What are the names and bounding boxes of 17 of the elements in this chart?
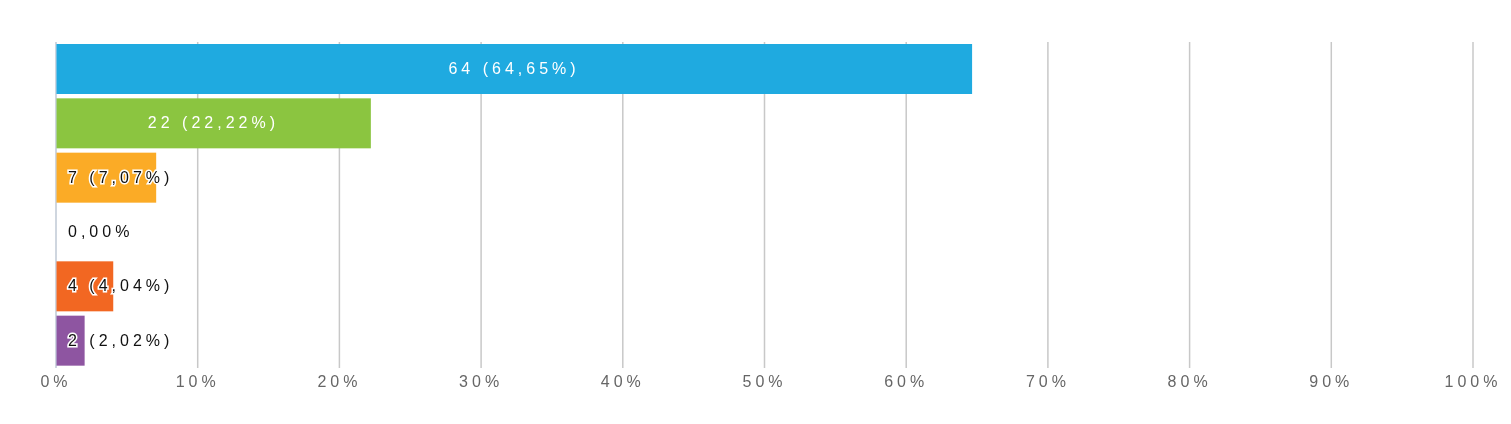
bar	[56, 44, 973, 94]
x-tick-label: 70%	[1025, 373, 1070, 391]
x-tick-label: 30%	[459, 373, 504, 391]
x-tick-label: 60%	[884, 373, 929, 391]
data-label: 64 (64,65%)	[448, 60, 580, 77]
bar	[56, 98, 371, 149]
x-tick-label: 50%	[742, 373, 787, 391]
x-tick-label: 90%	[1309, 373, 1354, 391]
x-tick-label: 0%	[40, 373, 72, 391]
x-tick-label: 80%	[1167, 373, 1212, 391]
x-tick-label: 20%	[317, 373, 362, 391]
data-label: 22 (22,22%)	[147, 114, 280, 132]
x-tick-label: 10%	[175, 373, 220, 391]
x-tick-label: 100%	[1444, 373, 1502, 391]
data-label: 2 (2,02%)	[68, 331, 174, 349]
data-label: 0,00%	[68, 223, 134, 240]
x-tick-label: 40%	[600, 373, 645, 391]
